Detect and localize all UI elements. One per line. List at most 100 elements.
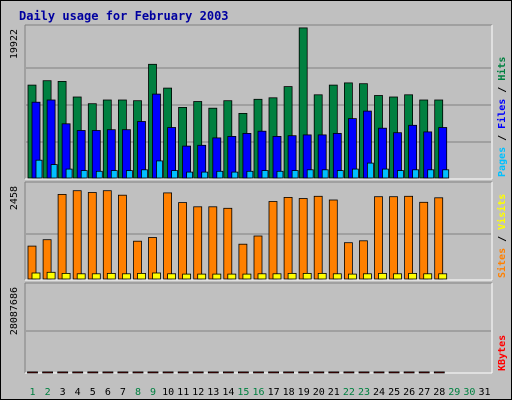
bar-pages-day-10 — [171, 170, 179, 179]
bar-pages-day-25 — [397, 170, 404, 179]
bar-kbytes-day-23 — [358, 371, 370, 374]
bar-visits-day-13 — [212, 273, 222, 280]
bar-sites-day-25 — [389, 196, 398, 280]
bar-kbytes-day-17 — [268, 371, 280, 374]
bar-visits-day-27 — [423, 273, 433, 280]
legend-sites-visits: Sites / Visits — [496, 194, 508, 278]
max-label-hits-files-pages: 19922 — [9, 29, 20, 59]
bar-sites-day-13 — [208, 206, 218, 280]
bar-pages-day-2 — [50, 164, 58, 179]
tick-label-day-17: 17 — [268, 387, 280, 398]
bar-pages-day-3 — [65, 168, 73, 179]
bar-sites-day-21 — [328, 199, 338, 280]
bar-pages-day-20 — [321, 169, 329, 179]
tick-label-day-8: 8 — [135, 387, 141, 398]
bar-pages-day-24 — [382, 168, 389, 179]
chart-title: Daily usage for February 2003 — [19, 9, 229, 23]
bar-visits-day-25 — [393, 273, 402, 280]
bar-pages-day-19 — [306, 169, 314, 179]
bar-pages-day-13 — [216, 170, 224, 179]
legend-entry: / — [497, 230, 508, 248]
bar-visits-day-28 — [438, 273, 448, 280]
bar-pages-day-5 — [95, 170, 103, 179]
bar-pages-day-17 — [276, 170, 284, 179]
tick-label-day-7: 7 — [120, 387, 126, 398]
bar-visits-day-2 — [46, 271, 56, 280]
bar-visits-day-3 — [61, 272, 71, 280]
bar-pages-day-15 — [246, 170, 254, 179]
bar-pages-day-23 — [366, 162, 374, 179]
legend-kbytes: KBytes — [497, 335, 508, 371]
bar-kbytes-day-24 — [373, 371, 385, 374]
bar-pages-day-18 — [291, 170, 299, 179]
tick-label-day-31: 31 — [478, 387, 490, 398]
bar-sites-day-6 — [102, 190, 112, 280]
max-label-kbytes: 28087686 — [9, 287, 20, 335]
bar-sites-day-20 — [313, 195, 323, 280]
bar-sites-day-16 — [253, 235, 263, 280]
bar-visits-day-16 — [257, 273, 267, 280]
bar-visits-day-12 — [197, 273, 207, 280]
bar-visits-day-5 — [91, 273, 101, 280]
bar-pages-day-22 — [351, 168, 359, 179]
bar-kbytes-day-15 — [237, 371, 249, 374]
bar-kbytes-day-10 — [162, 371, 174, 374]
tick-label-day-29: 29 — [448, 387, 460, 398]
max-label-sites-visits: 2458 — [9, 186, 20, 210]
bar-kbytes-day-12 — [192, 371, 204, 374]
tick-label-day-19: 19 — [298, 387, 310, 398]
bar-sites-day-7 — [118, 194, 127, 280]
tick-label-day-22: 22 — [343, 387, 355, 398]
legend-entry: Files — [496, 99, 508, 129]
bar-visits-day-8 — [137, 272, 146, 280]
bar-sites-day-23 — [358, 240, 368, 280]
bar-kbytes-day-13 — [207, 371, 219, 374]
bar-kbytes-day-27 — [418, 371, 430, 374]
bar-sites-day-26 — [404, 195, 414, 280]
bar-pages-day-8 — [141, 169, 148, 179]
bar-pages-day-7 — [126, 170, 133, 179]
bar-pages-day-9 — [156, 160, 163, 179]
tick-label-day-14: 14 — [222, 387, 234, 398]
bar-kbytes-day-26 — [403, 371, 415, 374]
bar-sites-day-10 — [163, 192, 173, 280]
legend-hits-files-pages: Pages / Files / Hits — [496, 57, 508, 177]
bar-kbytes-day-20 — [313, 371, 325, 374]
bar-sites-day-11 — [178, 202, 188, 280]
bar-visits-day-15 — [242, 273, 252, 280]
bar-sites-day-4 — [72, 190, 82, 280]
bar-pages-day-16 — [261, 170, 269, 179]
legend-entry: Hits — [496, 57, 508, 81]
bar-visits-day-1 — [31, 272, 41, 280]
bar-kbytes-day-18 — [283, 371, 295, 374]
bar-sites-day-27 — [419, 201, 429, 280]
tick-label-day-5: 5 — [90, 387, 96, 398]
tick-label-day-28: 28 — [433, 387, 445, 398]
tick-label-day-26: 26 — [403, 387, 415, 398]
bar-pages-day-27 — [427, 169, 435, 179]
bar-pages-day-26 — [412, 169, 420, 179]
bar-visits-day-26 — [408, 272, 418, 280]
bar-pages-day-21 — [336, 170, 344, 179]
bar-kbytes-day-21 — [328, 371, 340, 374]
legend-entry: / — [497, 81, 508, 99]
bar-visits-day-4 — [76, 273, 86, 280]
tick-label-day-11: 11 — [177, 387, 189, 398]
bar-pages-day-12 — [201, 171, 209, 179]
bar-kbytes-day-4 — [72, 371, 84, 374]
bar-visits-day-6 — [106, 272, 116, 280]
bar-kbytes-day-9 — [147, 371, 159, 374]
bar-kbytes-day-25 — [388, 371, 400, 374]
bar-visits-day-10 — [167, 273, 177, 280]
bar-kbytes-day-7 — [117, 371, 129, 374]
bar-kbytes-day-6 — [102, 371, 114, 374]
bar-sites-day-22 — [343, 242, 353, 280]
panel-kbytes — [25, 283, 492, 373]
bar-pages-day-28 — [442, 169, 450, 179]
tick-label-day-18: 18 — [283, 387, 295, 398]
tick-label-day-20: 20 — [313, 387, 325, 398]
tick-label-day-2: 2 — [45, 387, 51, 398]
bar-kbytes-day-11 — [177, 371, 189, 374]
